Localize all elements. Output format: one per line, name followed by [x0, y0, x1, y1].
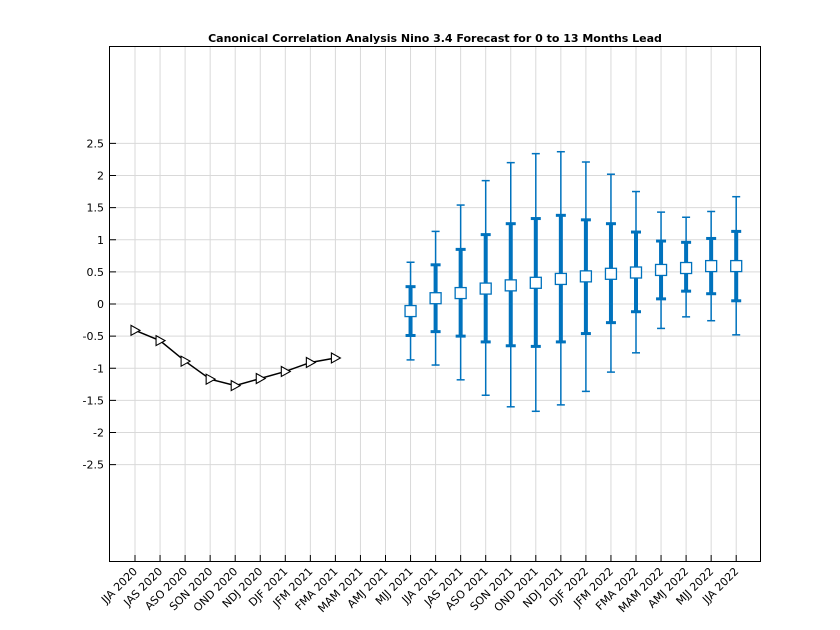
square-marker: [554, 272, 567, 286]
square-marker: [404, 304, 417, 318]
plot-frame: [109, 46, 761, 562]
square-marker: [629, 266, 643, 279]
square-marker: [654, 263, 668, 277]
triangle-marker: [305, 356, 317, 369]
triangle-marker: [230, 379, 242, 392]
y-tick-label: -1: [93, 362, 104, 375]
square-marker: [529, 276, 542, 289]
triangle-marker: [255, 372, 267, 385]
y-tick-label: 2.5: [87, 137, 105, 150]
square-marker: [479, 282, 492, 295]
square-marker: [679, 261, 693, 275]
triangle-marker: [180, 355, 192, 368]
square-marker: [504, 279, 517, 292]
square-marker: [604, 267, 618, 280]
y-tick-label: -1.5: [83, 394, 104, 407]
y-tick-label: 0: [97, 298, 104, 311]
triangle-marker: [155, 334, 167, 347]
triangle-marker: [330, 352, 342, 364]
square-marker: [730, 259, 743, 273]
square-marker: [429, 292, 442, 305]
triangle-marker: [130, 324, 142, 337]
triangle-marker: [280, 365, 292, 378]
square-marker: [705, 259, 718, 273]
triangle-marker: [205, 373, 217, 386]
chart-title: Canonical Correlation Analysis Nino 3.4 …: [208, 32, 662, 45]
plot-series: [130, 150, 743, 413]
y-tick-label: 1.5: [87, 202, 105, 215]
y-axis: -2.5 -2 -1.5 -1 -0.5 0 0.5 1 1.5 2 2.5: [83, 137, 116, 472]
y-tick-label: 1: [97, 234, 104, 247]
y-tick-label: -0.5: [83, 330, 104, 343]
y-tick-label: -2: [93, 427, 104, 440]
square-marker: [579, 270, 593, 283]
square-marker: [454, 286, 467, 300]
y-tick-label: 2: [97, 170, 104, 183]
y-tick-label: 0.5: [87, 266, 105, 279]
y-tick-label: -2.5: [83, 459, 104, 472]
